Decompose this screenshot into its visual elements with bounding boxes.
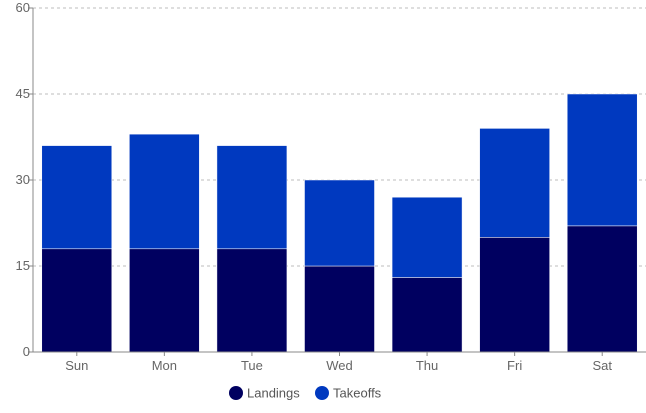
- y-tick-label: 45: [16, 86, 30, 101]
- bar-landings-fri[interactable]: [479, 237, 550, 353]
- x-tick-label: Wed: [326, 358, 353, 373]
- legend-label-landings[interactable]: Landings: [247, 386, 300, 401]
- bars-layer: [41, 93, 638, 353]
- bar-landings-tue[interactable]: [216, 248, 288, 353]
- legend: Landings Takeoffs: [229, 386, 382, 401]
- bar-landings-thu[interactable]: [391, 277, 463, 353]
- x-tick-label: Tue: [241, 358, 263, 373]
- bar-landings-mon[interactable]: [129, 248, 200, 353]
- legend-label-takeoffs[interactable]: Takeoffs: [333, 386, 382, 401]
- x-tick-label: Thu: [416, 358, 438, 373]
- legend-swatch-landings: [229, 386, 243, 400]
- bar-takeoffs-tue[interactable]: [216, 145, 288, 250]
- y-tick-label: 60: [16, 0, 30, 15]
- bar-takeoffs-wed[interactable]: [304, 179, 375, 267]
- legend-swatch-takeoffs: [315, 386, 329, 400]
- x-tick-label: Sat: [592, 358, 612, 373]
- bar-takeoffs-mon[interactable]: [129, 133, 200, 250]
- x-tick-label: Fri: [507, 358, 522, 373]
- x-tick-label: Mon: [152, 358, 177, 373]
- y-tick-label: 15: [16, 258, 30, 273]
- bar-takeoffs-thu[interactable]: [391, 196, 463, 278]
- bar-takeoffs-sat[interactable]: [566, 93, 638, 227]
- bar-landings-wed[interactable]: [304, 265, 375, 353]
- y-tick-label: 30: [16, 172, 30, 187]
- bar-landings-sat[interactable]: [566, 225, 638, 353]
- axes-layer: 0 15 30 45 60 Sun Mon Tue Wed Thu Fri Sat: [16, 0, 646, 373]
- bar-takeoffs-fri[interactable]: [479, 128, 550, 238]
- bar-takeoffs-sun[interactable]: [41, 145, 113, 250]
- bar-landings-sun[interactable]: [41, 248, 113, 353]
- y-tick-label: 0: [23, 344, 30, 359]
- x-tick-label: Sun: [65, 358, 88, 373]
